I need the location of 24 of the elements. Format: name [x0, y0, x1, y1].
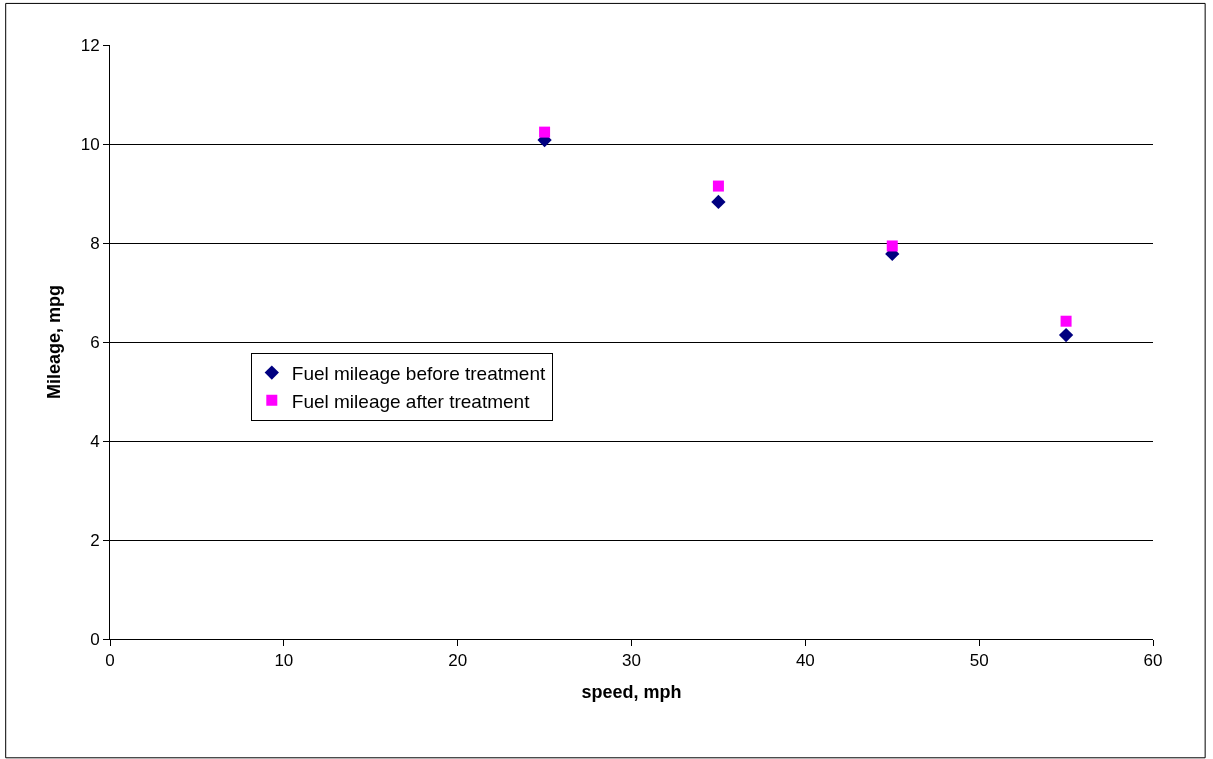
legend-label: Fuel mileage before treatment	[291, 362, 546, 384]
x-tick-label: 60	[1143, 651, 1163, 671]
x-tick-label: 30	[622, 651, 641, 671]
point	[1060, 315, 1072, 327]
x-tick-label: 50	[969, 651, 989, 671]
y-tick-label: 6	[90, 332, 100, 352]
x-tick-label: 10	[274, 651, 294, 671]
y-tick-label: 4	[90, 431, 100, 451]
point	[711, 194, 726, 210]
y-tick-label: 12	[80, 35, 100, 55]
x-axis-title: speed, mph	[581, 681, 682, 702]
point	[1058, 327, 1074, 343]
y-tick-label: 0	[90, 629, 100, 649]
point	[539, 126, 551, 138]
y-tick-label: 10	[80, 134, 100, 154]
x-tick-label: 0	[105, 651, 115, 671]
point	[712, 180, 724, 192]
x-tick-label: 20	[448, 651, 468, 671]
point	[886, 240, 898, 252]
y-axis-title: Mileage, mpg	[43, 284, 64, 400]
y-tick-label: 2	[90, 530, 100, 550]
y-tick-label: 8	[90, 233, 100, 253]
legend-label: Fuel mileage after treatment	[291, 390, 531, 412]
x-tick-label: 40	[795, 651, 815, 671]
